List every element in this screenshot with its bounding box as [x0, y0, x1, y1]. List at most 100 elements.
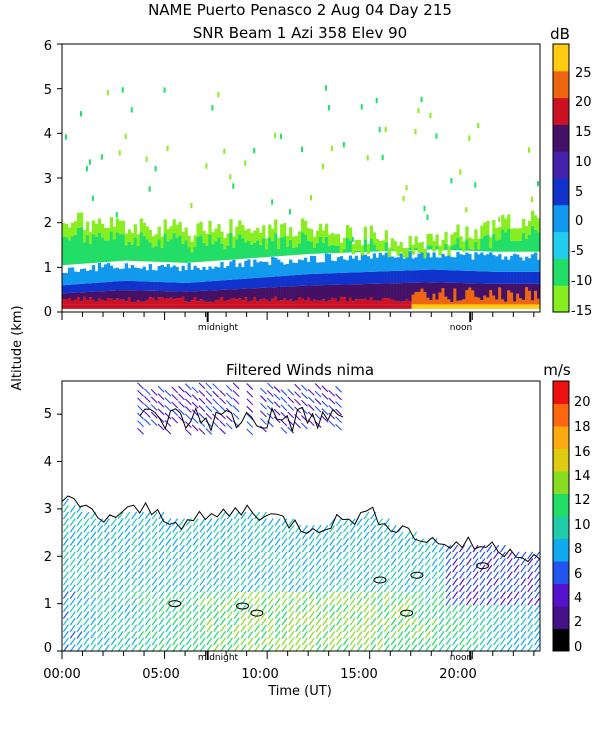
top-snr-speckle-135: [465, 207, 468, 213]
wind-barb-30-131: [267, 584, 274, 593]
top-snr-cell-70-2: [271, 287, 275, 299]
wind-barb-43-89: [356, 604, 363, 613]
top-snr-cell-60-0: [241, 304, 245, 310]
wind-barb-4-173: [90, 564, 97, 573]
wind-barb-17-131: [179, 584, 185, 593]
top-snr-cell-73-6: [280, 224, 284, 238]
wind-barb-57-117: [452, 591, 459, 599]
wind-barb-57-215: [452, 544, 459, 553]
wind-barb-35-117: [301, 591, 308, 599]
top-snr-cell-13-6: [100, 224, 105, 238]
wind-barb-23-117: [219, 591, 226, 599]
top-snr-cell-62-4: [247, 259, 251, 279]
wind-barb-32-159: [281, 571, 288, 580]
wind-barb-upper-31-504: [273, 408, 281, 416]
wind-barb-upper-39-496: [328, 412, 336, 420]
wind-barb-8-215: [117, 544, 124, 553]
bottom-colorbar-band-7: [553, 471, 569, 494]
wind-barb-14-257: [158, 524, 165, 533]
wind-barb-20-61: [199, 617, 206, 626]
wind-barb-10-5: [131, 644, 138, 652]
top-colorbar-frame: [552, 43, 570, 313]
top-snr-cell-91-5: [333, 245, 338, 254]
top-snr-speckle-13: [100, 154, 103, 160]
top-snr-cell-97-1: [351, 301, 356, 305]
wind-barb-7-215: [110, 544, 117, 553]
top-snr-cell-102-2: [366, 283, 371, 301]
top-snr-cell-155-2: [525, 283, 529, 288]
wind-barb-34-201: [295, 551, 302, 560]
bottom-cbar-tick-12: 12: [574, 493, 591, 508]
wind-barb-45-19: [370, 637, 377, 646]
top-snr-cell-23-5: [130, 244, 134, 261]
top-snr-cell-79-1: [298, 297, 302, 305]
top-snr-cell-144-6: [492, 220, 496, 234]
bottom-cbar-tick-10: 10: [574, 518, 591, 533]
wind-barb-11-159: [138, 571, 145, 580]
wind-barb-11-285: [138, 511, 145, 520]
top-snr-cell-1-6: [64, 223, 69, 238]
top-snr-cell-62-6: [247, 228, 251, 241]
bottom-marker-noon: noon: [450, 653, 472, 663]
wind-barb-19-131: [192, 584, 199, 593]
wind-barb-8-271: [117, 518, 124, 526]
top-snr-cell-120-3: [420, 269, 424, 283]
wind-barb-30-19: [267, 637, 274, 646]
wind-barb-8-131: [117, 584, 124, 593]
wind-barb-upper-32-482: [280, 419, 288, 427]
wind-barb-19-215: [192, 544, 199, 553]
wind-barb-12-103: [144, 597, 151, 606]
wind-barb-15-75: [165, 611, 172, 619]
top-snr-cell-147-0: [501, 304, 505, 310]
top-snr-cell-25-5: [136, 245, 140, 262]
top-snr-cell-72-4: [277, 259, 281, 277]
wind-barb-34-257: [295, 524, 302, 533]
wind-barb-9-19: [124, 637, 131, 646]
wind-barb-39-89: [329, 604, 336, 613]
wind-barb-upper-22-526: [212, 398, 220, 406]
wind-barb-23-145: [219, 577, 226, 586]
wind-barb-16-89: [172, 604, 179, 613]
wind-barb-62-33: [486, 631, 493, 639]
top-snr-cell-143-2: [489, 283, 493, 290]
wind-barb-45-61: [370, 617, 377, 626]
top-snr-cell-144-1: [492, 295, 496, 305]
wind-barb-upper-22-494: [212, 413, 220, 421]
wind-barb-5-201: [97, 551, 104, 560]
wind-barb-45-243: [370, 531, 377, 540]
wind-barb-59-47: [465, 624, 472, 633]
wind-barb-65-159: [506, 571, 513, 580]
top-snr-cell-105-3: [375, 271, 379, 284]
wind-barb-30-145: [267, 577, 274, 586]
wind-barb-54-47: [431, 624, 438, 633]
top-snr-cell-116-1: [408, 301, 412, 305]
wind-barb-18-229: [185, 538, 192, 546]
top-snr-cell-92-0: [336, 304, 341, 310]
wind-barb-34-117: [295, 591, 302, 599]
top-snr-cell-74-0: [283, 304, 287, 310]
top-snr-cell-50-3: [211, 281, 215, 291]
wind-barb-62-5: [486, 644, 493, 652]
wind-barb-34-229: [295, 538, 302, 546]
wind-barb-51-75: [411, 611, 418, 619]
top-snr-cell-97-0: [351, 304, 356, 310]
wind-barb-42-5: [349, 644, 356, 652]
wind-barb-19-89: [192, 604, 199, 613]
wind-barb-65-89: [506, 604, 513, 613]
wind-barb-34-19: [295, 637, 302, 646]
top-snr-cell-89-6: [327, 234, 332, 247]
wind-barb-48-145: [390, 577, 397, 586]
wind-barb-1-47: [69, 624, 76, 633]
wind-barb-19-33: [192, 631, 199, 639]
wind-barb-6-131: [103, 584, 110, 593]
top-snr-cell-138-6: [474, 229, 478, 242]
wind-barb-12-285: [144, 511, 151, 520]
wind-barb-58-103: [458, 597, 465, 606]
wind-barb-2-33: [76, 631, 83, 639]
top-snr-cell-18-5: [115, 232, 120, 262]
wind-barb-upper-15-496: [164, 412, 172, 420]
top-snr-cell-105-1: [375, 300, 379, 305]
top-snr-cell-53-3: [220, 280, 224, 290]
wind-barb-29-271: [260, 518, 267, 526]
wind-barb-44-215: [363, 544, 370, 553]
